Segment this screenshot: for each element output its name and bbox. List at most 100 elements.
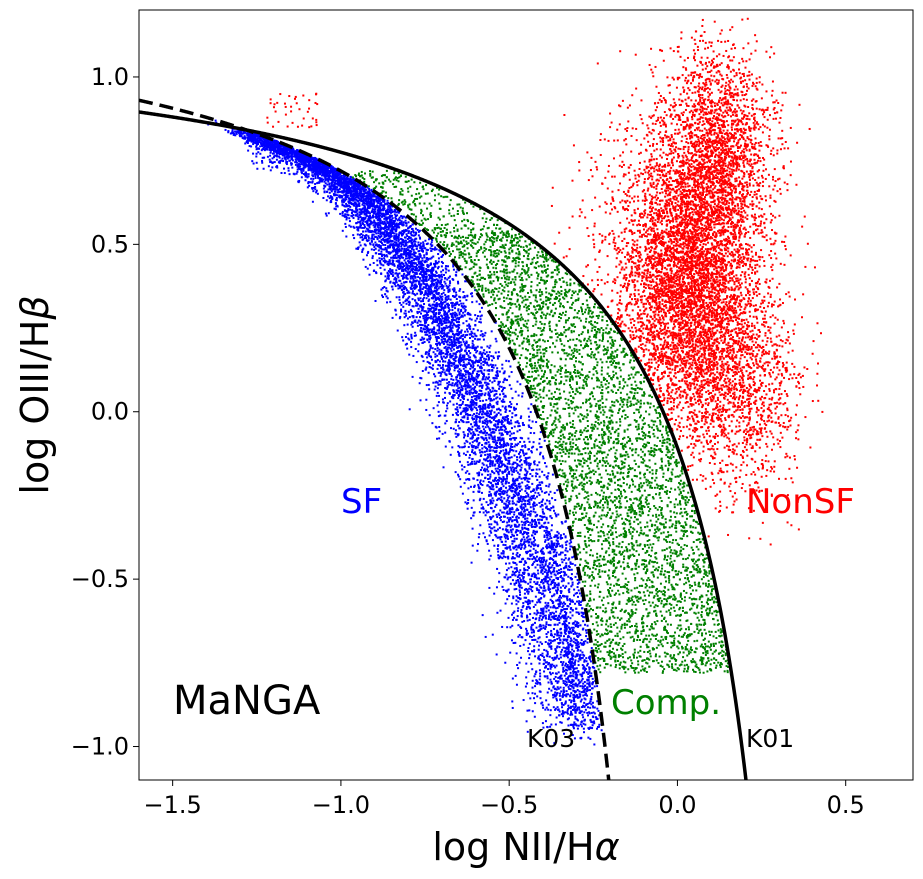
sf-point — [375, 222, 378, 225]
sf-point — [549, 678, 552, 681]
sf-point — [517, 485, 520, 488]
sf-point — [518, 429, 521, 432]
sf-point — [574, 673, 577, 676]
sf-point — [547, 580, 550, 583]
sf-point — [417, 230, 420, 233]
sf-point — [455, 366, 458, 369]
sf-point — [417, 297, 420, 300]
sf-point — [443, 289, 446, 292]
sf-point — [584, 698, 587, 701]
sf-point — [460, 404, 463, 407]
sf-point — [435, 340, 438, 343]
sf-point — [460, 343, 463, 346]
sf-point — [427, 291, 430, 294]
sf-point — [543, 439, 546, 442]
sf-point — [445, 265, 448, 268]
sf-point — [511, 500, 514, 503]
sf-point — [440, 327, 443, 330]
sf-point — [580, 673, 583, 676]
sf-point — [441, 366, 444, 369]
sf-point — [331, 188, 334, 191]
sf-point — [434, 361, 437, 364]
sf-point — [551, 663, 554, 666]
sf-point — [525, 492, 528, 495]
sf-point — [377, 232, 380, 235]
sf-point — [422, 280, 425, 283]
sf-point — [430, 249, 433, 252]
sf-point — [561, 709, 564, 712]
sf-point — [423, 272, 426, 275]
sf-point — [361, 207, 364, 210]
sf-point — [464, 501, 467, 504]
sf-point — [391, 205, 394, 208]
sf-point — [442, 401, 445, 404]
sf-point — [433, 326, 436, 329]
sf-point — [468, 430, 471, 433]
sf-point — [388, 211, 391, 214]
sf-point — [595, 717, 598, 720]
sf-point — [453, 357, 456, 360]
sf-point — [462, 291, 465, 294]
sf-point — [576, 727, 579, 730]
sf-point — [466, 330, 469, 333]
sf-point — [560, 570, 563, 573]
sf-point — [288, 155, 291, 158]
sf-point — [596, 727, 599, 730]
sf-point — [409, 263, 412, 266]
sf-point — [474, 395, 477, 398]
sf-point — [452, 389, 455, 392]
sf-point — [314, 188, 317, 191]
sf-point — [265, 148, 268, 151]
sf-point — [471, 332, 474, 335]
sf-point — [545, 506, 548, 509]
sf-point — [548, 562, 551, 565]
sf-point — [538, 619, 541, 622]
sf-point — [552, 506, 555, 509]
sf-point — [366, 251, 369, 254]
sf-point — [532, 461, 535, 464]
sf-point — [537, 648, 540, 651]
sf-point — [539, 601, 542, 604]
sf-point — [386, 226, 389, 229]
sf-point — [538, 438, 541, 441]
sf-point — [502, 550, 505, 553]
sf-point — [556, 623, 559, 626]
sf-point — [547, 668, 550, 671]
sf-point — [482, 351, 485, 354]
sf-point — [365, 237, 368, 240]
sf-point — [540, 515, 543, 518]
sf-point — [497, 419, 500, 422]
sf-point — [314, 175, 317, 178]
sf-point — [520, 477, 523, 480]
sf-point — [562, 686, 565, 689]
sf-point — [463, 342, 466, 345]
sf-point — [476, 364, 479, 367]
sf-point — [454, 359, 457, 362]
sf-point — [383, 200, 386, 203]
sf-point — [498, 355, 501, 358]
sf-point — [422, 274, 425, 277]
sf-point — [489, 413, 492, 416]
sf-point — [381, 200, 384, 203]
sf-point — [549, 556, 552, 559]
sf-point — [465, 384, 468, 387]
sf-point — [389, 300, 392, 303]
sf-point — [452, 336, 455, 339]
sf-point — [520, 608, 523, 611]
sf-point — [516, 465, 519, 468]
sf-point — [545, 476, 548, 479]
sf-point — [438, 351, 441, 354]
sf-point — [282, 160, 285, 163]
sf-point — [490, 416, 493, 419]
sf-point — [263, 156, 266, 159]
sf-point — [528, 501, 531, 504]
sf-point — [528, 653, 531, 656]
sf-point — [502, 381, 505, 384]
sf-point — [430, 256, 433, 259]
sf-point — [547, 681, 550, 684]
sf-point — [408, 303, 411, 306]
sf-point — [409, 308, 412, 311]
sf-point — [552, 693, 555, 696]
sf-point — [524, 499, 527, 502]
sf-point — [563, 558, 566, 561]
